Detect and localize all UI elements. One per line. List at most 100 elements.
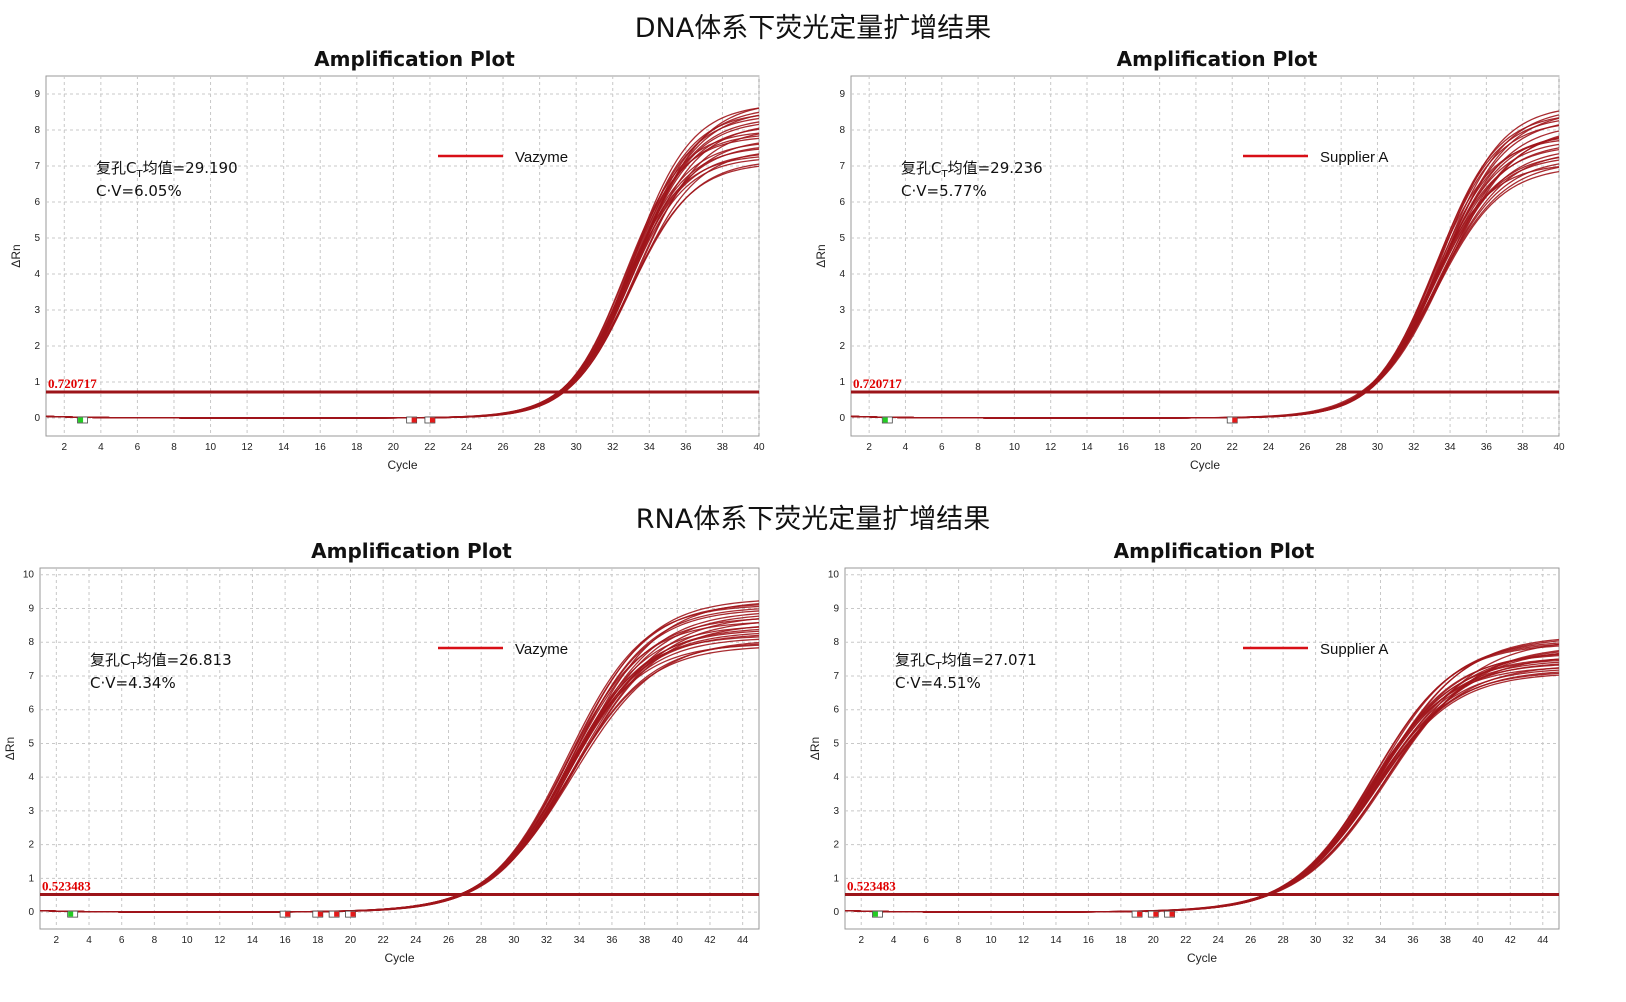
amplification-curves xyxy=(45,107,760,419)
y-tick-label: 3 xyxy=(833,806,839,817)
x-tick-label: 8 xyxy=(171,442,177,453)
baseline-marker-fill xyxy=(882,417,888,423)
baseline-marker-fill xyxy=(68,911,74,917)
ct-subscript: T xyxy=(934,661,942,672)
ct-subscript: T xyxy=(940,169,948,180)
x-tick-label: 22 xyxy=(378,935,390,946)
plot-title: Amplification Plot xyxy=(1114,539,1315,563)
x-tick-label: 24 xyxy=(1213,935,1225,946)
x-tick-label: 6 xyxy=(923,935,929,946)
baseline-marker[interactable] xyxy=(406,416,418,424)
y-tick-label: 6 xyxy=(28,705,34,716)
x-tick-label: 40 xyxy=(1553,442,1565,453)
legend-label: Supplier A xyxy=(1320,149,1388,166)
y-tick-label: 10 xyxy=(23,570,35,581)
y-axis-label: ΔRn xyxy=(814,244,828,267)
x-tick-label: 2 xyxy=(866,442,872,453)
x-tick-label: 12 xyxy=(1018,935,1030,946)
baseline-marker[interactable] xyxy=(1131,910,1143,918)
ct-subscript: T xyxy=(135,169,143,180)
x-tick-label: 34 xyxy=(1445,442,1457,453)
x-tick-label: 32 xyxy=(1342,935,1354,946)
x-tick-label: 18 xyxy=(1115,935,1127,946)
baseline-marker[interactable] xyxy=(1164,910,1175,918)
x-tick-label: 14 xyxy=(1081,442,1093,453)
x-tick-label: 16 xyxy=(1118,442,1130,453)
baseline-marker[interactable] xyxy=(312,910,324,918)
baseline-marker[interactable] xyxy=(881,416,893,424)
x-tick-label: 34 xyxy=(644,442,656,453)
baseline-marker-fill xyxy=(78,417,84,423)
cv-annotation: C·V=4.51% xyxy=(895,674,981,692)
y-tick-label: 4 xyxy=(833,772,839,783)
baseline-marker[interactable] xyxy=(77,416,88,424)
ct-mean-annotation: 复孔CT均值=29.190 xyxy=(96,159,238,180)
x-tick-label: 30 xyxy=(1310,935,1322,946)
plot-title: Amplification Plot xyxy=(314,47,515,71)
y-tick-label: 9 xyxy=(34,89,40,100)
x-tick-label: 10 xyxy=(182,935,194,946)
y-tick-label: 7 xyxy=(34,161,40,172)
ct-prefix: 复孔C xyxy=(96,159,136,177)
x-tick-label: 18 xyxy=(351,442,363,453)
ct-subscript: T xyxy=(129,661,137,672)
baseline-marker[interactable] xyxy=(279,910,291,918)
x-tick-label: 36 xyxy=(1407,935,1419,946)
x-tick-label: 12 xyxy=(242,442,254,453)
baseline-marker[interactable] xyxy=(1147,910,1159,918)
amplification-curves xyxy=(850,110,1560,419)
baseline-marker[interactable] xyxy=(1226,416,1238,424)
x-tick-label: 6 xyxy=(135,442,141,453)
gridlines xyxy=(845,568,1559,929)
ct-mean-annotation: 复孔CT均值=27.071 xyxy=(895,651,1037,672)
baseline-marker[interactable] xyxy=(424,416,436,424)
y-axis-label: ΔRn xyxy=(3,737,17,760)
x-tick-label: 44 xyxy=(737,935,749,946)
ct-mean-annotation: 复孔CT均值=26.813 xyxy=(90,651,232,672)
x-tick-label: 6 xyxy=(119,935,125,946)
y-tick-label: 8 xyxy=(839,125,845,136)
y-tick-label: 2 xyxy=(34,341,40,352)
x-tick-label: 22 xyxy=(1180,935,1192,946)
y-tick-label: 8 xyxy=(28,637,34,648)
legend: Supplier A xyxy=(1243,641,1388,658)
y-tick-label: 7 xyxy=(28,671,34,682)
y-tick-label: 0 xyxy=(833,907,839,918)
y-tick-label: 5 xyxy=(833,738,839,749)
x-tick-label: 22 xyxy=(1227,442,1239,453)
x-tick-label: 36 xyxy=(1481,442,1493,453)
amplification-curve xyxy=(850,110,1560,419)
y-tick-label: 4 xyxy=(839,269,845,280)
ct-prefix: 复孔C xyxy=(901,159,941,177)
baseline-marker[interactable] xyxy=(872,910,883,918)
baseline-marker[interactable] xyxy=(67,910,79,918)
x-tick-label: 28 xyxy=(1278,935,1290,946)
cv-annotation: C·V=4.34% xyxy=(90,674,176,692)
x-tick-label: 12 xyxy=(214,935,226,946)
x-tick-label: 26 xyxy=(1299,442,1311,453)
x-tick-label: 40 xyxy=(672,935,684,946)
y-tick-label: 3 xyxy=(839,305,845,316)
x-tick-label: 10 xyxy=(985,935,997,946)
baseline-marker[interactable] xyxy=(328,910,340,918)
baseline-marker[interactable] xyxy=(345,910,356,918)
x-tick-label: 38 xyxy=(1517,442,1529,453)
gridlines xyxy=(40,568,759,929)
y-tick-label: 1 xyxy=(839,377,845,388)
y-tick-label: 5 xyxy=(28,738,34,749)
x-tick-label: 4 xyxy=(891,935,897,946)
y-tick-label: 6 xyxy=(833,705,839,716)
y-tick-label: 9 xyxy=(839,89,845,100)
x-tick-label: 18 xyxy=(312,935,324,946)
baseline-marker-fill xyxy=(1169,911,1175,917)
legend: Vazyme xyxy=(438,641,568,658)
x-tick-label: 34 xyxy=(574,935,586,946)
legend-label: Vazyme xyxy=(515,149,568,166)
x-tick-label: 10 xyxy=(205,442,217,453)
ct-value: 均值=27.071 xyxy=(942,651,1037,669)
x-tick-label: 26 xyxy=(443,935,455,946)
plot-title: Amplification Plot xyxy=(311,539,512,563)
x-axis-label: Cycle xyxy=(384,951,414,965)
